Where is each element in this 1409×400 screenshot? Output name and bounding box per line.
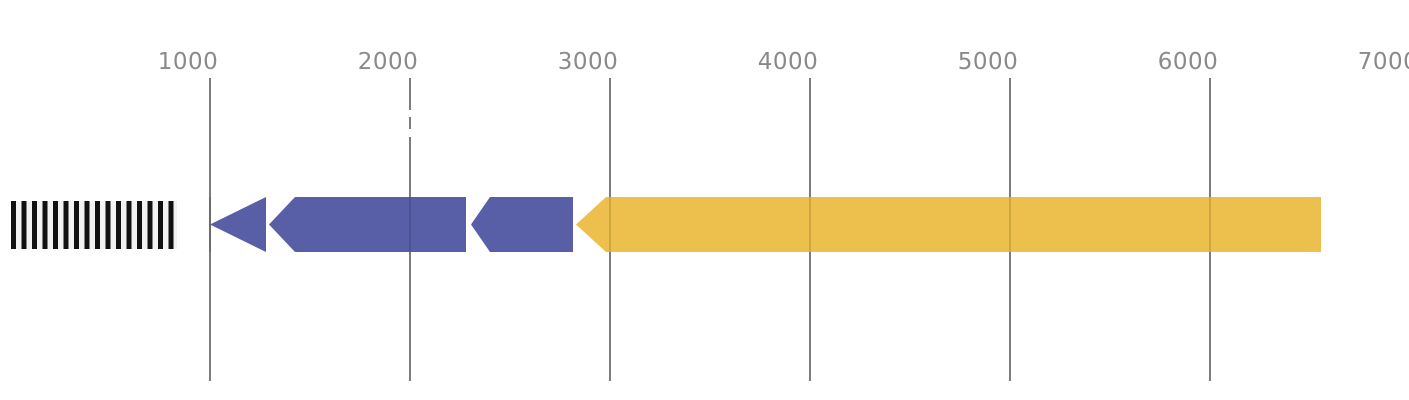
tick-label-5000: 5000: [957, 49, 1019, 75]
gridline-dash-gap-1: [408, 129, 412, 137]
tick-label-1000: 1000: [157, 49, 219, 75]
tick-label-3000: 3000: [557, 49, 619, 75]
gridline-feature-overlay-1000: [209, 197, 211, 252]
gridline-dash-gap-0: [408, 110, 412, 117]
gridline-1000: [209, 78, 211, 381]
gene-arrow-3: [471, 197, 573, 252]
tick-label-6000: 6000: [1157, 49, 1219, 75]
gridline-feature-overlay-6000: [1209, 197, 1211, 252]
gridline-feature-overlay-5000: [1009, 197, 1011, 252]
gene-arrow-1: [210, 197, 266, 252]
gridline-feature-overlay-2000: [409, 197, 411, 252]
gridline-feature-overlay-3000: [609, 197, 611, 252]
hatched-region: [8, 198, 180, 252]
gridline-feature-overlay-4000: [809, 197, 811, 252]
tick-label-7000: 7000: [1357, 49, 1409, 75]
tick-label-2000: 2000: [357, 49, 419, 75]
tick-label-4000: 4000: [757, 49, 819, 75]
gene-arrow-2: [269, 197, 466, 252]
gene-arrow-4: [576, 197, 1321, 252]
